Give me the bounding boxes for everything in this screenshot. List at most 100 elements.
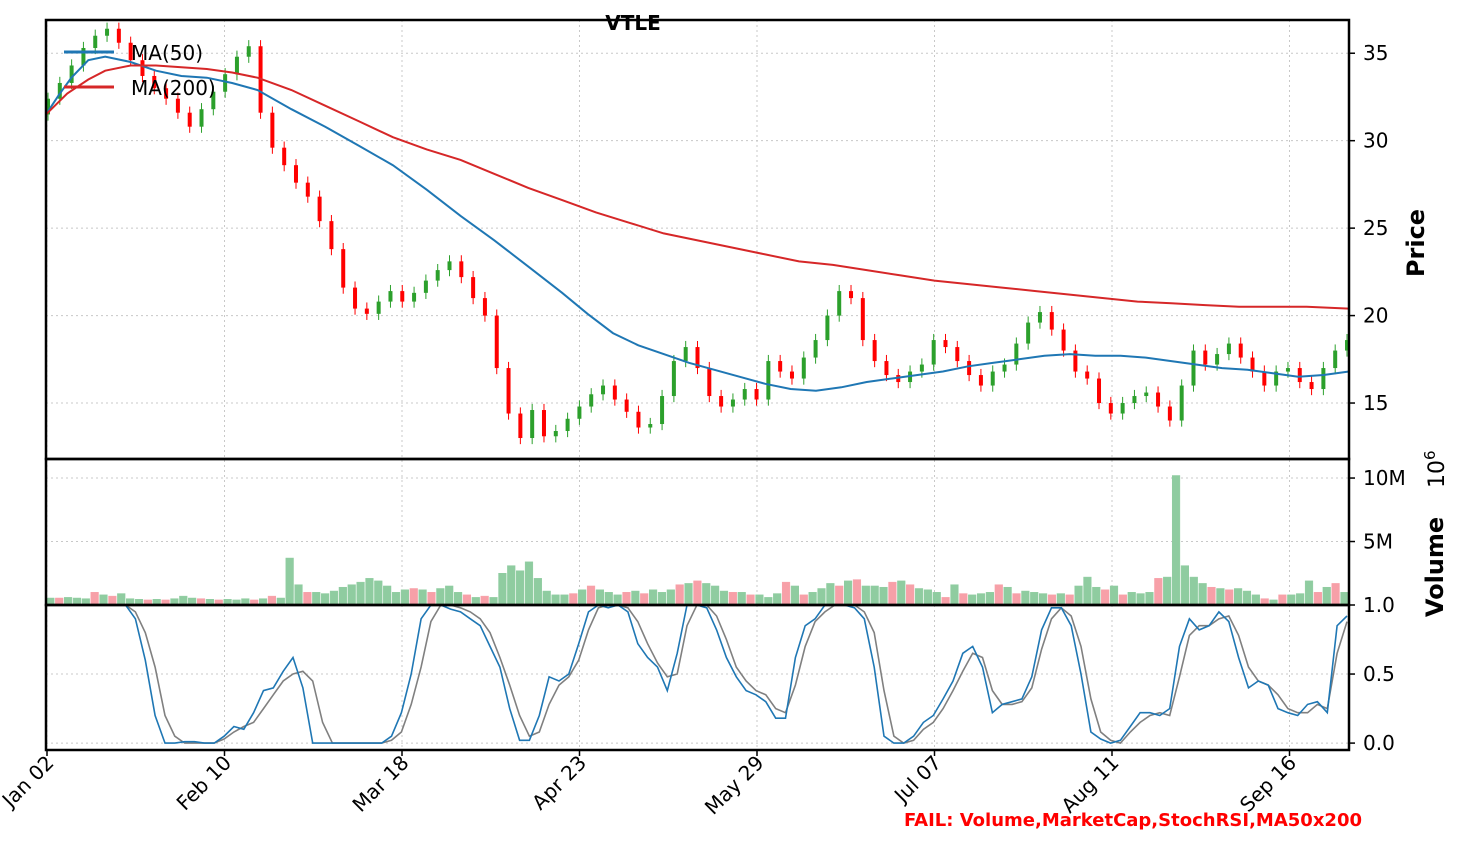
volume-bar — [1083, 576, 1092, 606]
volume-bar — [1207, 586, 1216, 606]
candle-body — [1191, 350, 1196, 386]
volume-bar — [746, 594, 755, 606]
stochrsi-lines — [96, 604, 1348, 745]
volume-bar — [1039, 593, 1048, 606]
volume-bar — [560, 594, 569, 606]
moving-average-lines — [45, 55, 1350, 392]
volume-bar — [294, 584, 303, 606]
volume-bar — [356, 581, 365, 606]
candle-body — [636, 411, 641, 428]
axis-ticks: Jan 02 Feb 10 Mar 18 Apr 23 May 29 Jul 07 Aug … — [0, 41, 1406, 819]
candle-body — [400, 291, 405, 302]
candle-body — [778, 361, 783, 372]
volume-bar — [480, 595, 489, 606]
price-tick-label: 15 — [1363, 391, 1388, 415]
volume-bar — [569, 593, 578, 606]
candle-body — [837, 291, 842, 316]
candle-body — [1144, 392, 1149, 397]
candle-body — [565, 418, 570, 432]
candle-body — [719, 396, 724, 407]
candle-body — [577, 406, 582, 419]
stochrsi-tick-label: 0.0 — [1363, 731, 1395, 755]
volume-bar — [1331, 583, 1340, 606]
volume-bar — [737, 592, 746, 606]
volume-bar — [1118, 594, 1127, 606]
volume-bar — [1225, 589, 1234, 606]
volume-bar — [976, 593, 986, 606]
volume-bar — [1145, 592, 1154, 606]
legend-ma50-label: MA(50) — [131, 41, 203, 65]
candle-body — [447, 261, 452, 271]
candle-body — [175, 98, 180, 113]
candle-body — [364, 308, 369, 314]
candle-body — [1156, 392, 1161, 407]
candle-body — [1061, 329, 1066, 351]
candle-body — [931, 340, 936, 365]
candle-body — [1274, 371, 1279, 386]
candle-body — [801, 357, 806, 379]
candle-body — [1049, 312, 1054, 330]
candle-body — [990, 371, 995, 386]
volume-bar — [453, 592, 463, 606]
volume-scale-label: 106 — [1421, 450, 1450, 488]
volume-bar — [1154, 578, 1163, 606]
candle-body — [967, 361, 972, 376]
volume-bar — [684, 583, 693, 606]
volume-bar — [622, 592, 631, 606]
volume-bar — [932, 592, 941, 606]
candle-body — [1073, 350, 1078, 372]
price-tick-label: 30 — [1363, 129, 1388, 153]
candle-body — [293, 165, 298, 183]
candle-body — [530, 410, 535, 439]
candle-body — [1333, 350, 1338, 369]
volume-bar — [1198, 583, 1207, 606]
volume-bar — [1101, 589, 1110, 606]
candle-body — [199, 109, 204, 127]
volume-bar — [312, 592, 321, 606]
volume-bar — [835, 585, 844, 606]
volume-bar — [844, 580, 853, 606]
volume-bar — [897, 580, 906, 606]
candle-body — [553, 431, 558, 437]
volume-bar — [648, 589, 658, 606]
candle-body — [1037, 312, 1042, 323]
candle-body — [482, 298, 487, 316]
volume-bar — [551, 594, 560, 606]
candle-body — [1167, 406, 1172, 421]
volume-bar — [365, 578, 374, 606]
volume-bar — [675, 584, 684, 606]
price-candles — [46, 22, 1349, 445]
volume-bar — [108, 595, 117, 606]
candle-body — [46, 98, 50, 115]
candle-body — [671, 361, 676, 397]
volume-bar — [1127, 592, 1136, 606]
volume-bar — [1216, 588, 1225, 606]
volume-bar — [1171, 475, 1181, 606]
volume-bars — [46, 475, 1349, 606]
volume-bar — [959, 593, 968, 606]
candle-body — [1097, 378, 1102, 404]
candle-body — [789, 371, 794, 379]
candle-body — [471, 277, 476, 299]
candle-body — [246, 46, 251, 57]
candle-body — [164, 88, 169, 99]
fail-annotation: FAIL: Volume,MarketCap,StochRSI,MA50x200 — [904, 810, 1362, 831]
candle-body — [93, 35, 98, 48]
candle-body — [1108, 403, 1113, 414]
candle-body — [1002, 364, 1007, 372]
volume-bar — [329, 590, 339, 606]
candle-body — [742, 389, 747, 400]
candle-body — [872, 340, 877, 362]
volume-bar — [427, 592, 436, 606]
volume-tick-label: 10M — [1363, 466, 1406, 490]
candle-body — [1262, 371, 1267, 386]
volume-bar — [1278, 594, 1287, 606]
volume-bar — [595, 589, 604, 606]
candle-body — [105, 28, 110, 36]
ma200-line — [45, 64, 1350, 310]
candle-body — [754, 389, 759, 400]
candle-body — [695, 347, 700, 369]
volume-bar — [374, 580, 383, 606]
volume-bar — [640, 593, 649, 606]
volume-bar — [852, 579, 862, 606]
